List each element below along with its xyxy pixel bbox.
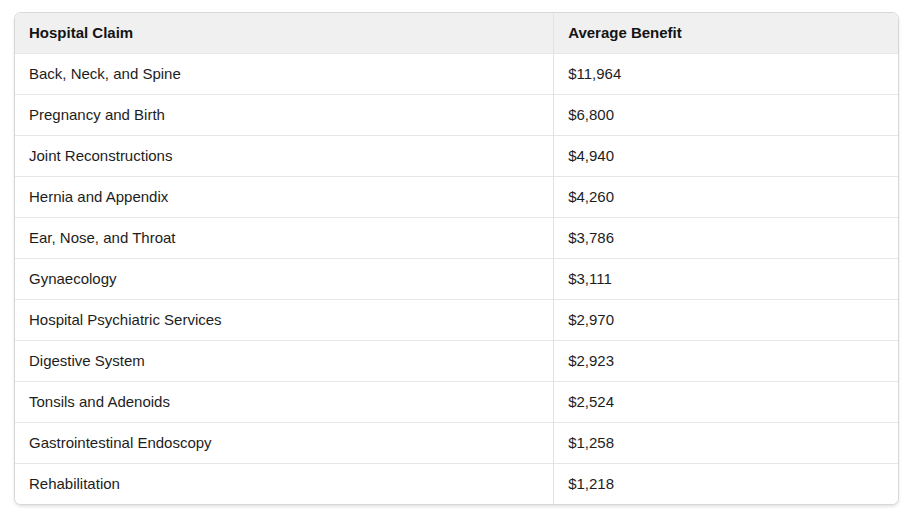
benefit-cell: $1,258 (554, 422, 898, 463)
claim-cell: Hospital Psychiatric Services (15, 299, 554, 340)
table-header: Hospital Claim Average Benefit (15, 13, 898, 53)
claim-cell: Pregnancy and Birth (15, 94, 554, 135)
table-row: Gastrointestinal Endoscopy$1,258 (15, 422, 898, 463)
benefit-cell: $11,964 (554, 53, 898, 94)
benefit-cell: $6,800 (554, 94, 898, 135)
table-row: Ear, Nose, and Throat$3,786 (15, 217, 898, 258)
benefit-cell: $2,923 (554, 340, 898, 381)
benefits-table: Hospital Claim Average Benefit Back, Nec… (15, 13, 898, 504)
benefit-cell: $2,970 (554, 299, 898, 340)
benefit-cell: $2,524 (554, 381, 898, 422)
benefit-cell: $4,260 (554, 176, 898, 217)
claim-cell: Tonsils and Adenoids (15, 381, 554, 422)
claim-cell: Back, Neck, and Spine (15, 53, 554, 94)
table-row: Hernia and Appendix$4,260 (15, 176, 898, 217)
benefit-cell: $4,940 (554, 135, 898, 176)
claim-cell: Gastrointestinal Endoscopy (15, 422, 554, 463)
hospital-benefits-table: Hospital Claim Average Benefit Back, Nec… (14, 12, 899, 505)
claim-cell: Digestive System (15, 340, 554, 381)
claim-cell: Gynaecology (15, 258, 554, 299)
table-row: Tonsils and Adenoids$2,524 (15, 381, 898, 422)
claim-cell: Ear, Nose, and Throat (15, 217, 554, 258)
claim-cell: Rehabilitation (15, 463, 554, 504)
table-row: Gynaecology$3,111 (15, 258, 898, 299)
claim-cell: Hernia and Appendix (15, 176, 554, 217)
table-row: Joint Reconstructions$4,940 (15, 135, 898, 176)
benefit-cell: $3,111 (554, 258, 898, 299)
table-row: Rehabilitation$1,218 (15, 463, 898, 504)
table-row: Back, Neck, and Spine$11,964 (15, 53, 898, 94)
table-row: Hospital Psychiatric Services$2,970 (15, 299, 898, 340)
header-row: Hospital Claim Average Benefit (15, 13, 898, 53)
table-row: Pregnancy and Birth$6,800 (15, 94, 898, 135)
benefit-cell: $3,786 (554, 217, 898, 258)
table-row: Digestive System$2,923 (15, 340, 898, 381)
column-header-average-benefit: Average Benefit (554, 13, 898, 53)
claim-cell: Joint Reconstructions (15, 135, 554, 176)
column-header-hospital-claim: Hospital Claim (15, 13, 554, 53)
benefit-cell: $1,218 (554, 463, 898, 504)
table-body: Back, Neck, and Spine$11,964Pregnancy an… (15, 53, 898, 504)
